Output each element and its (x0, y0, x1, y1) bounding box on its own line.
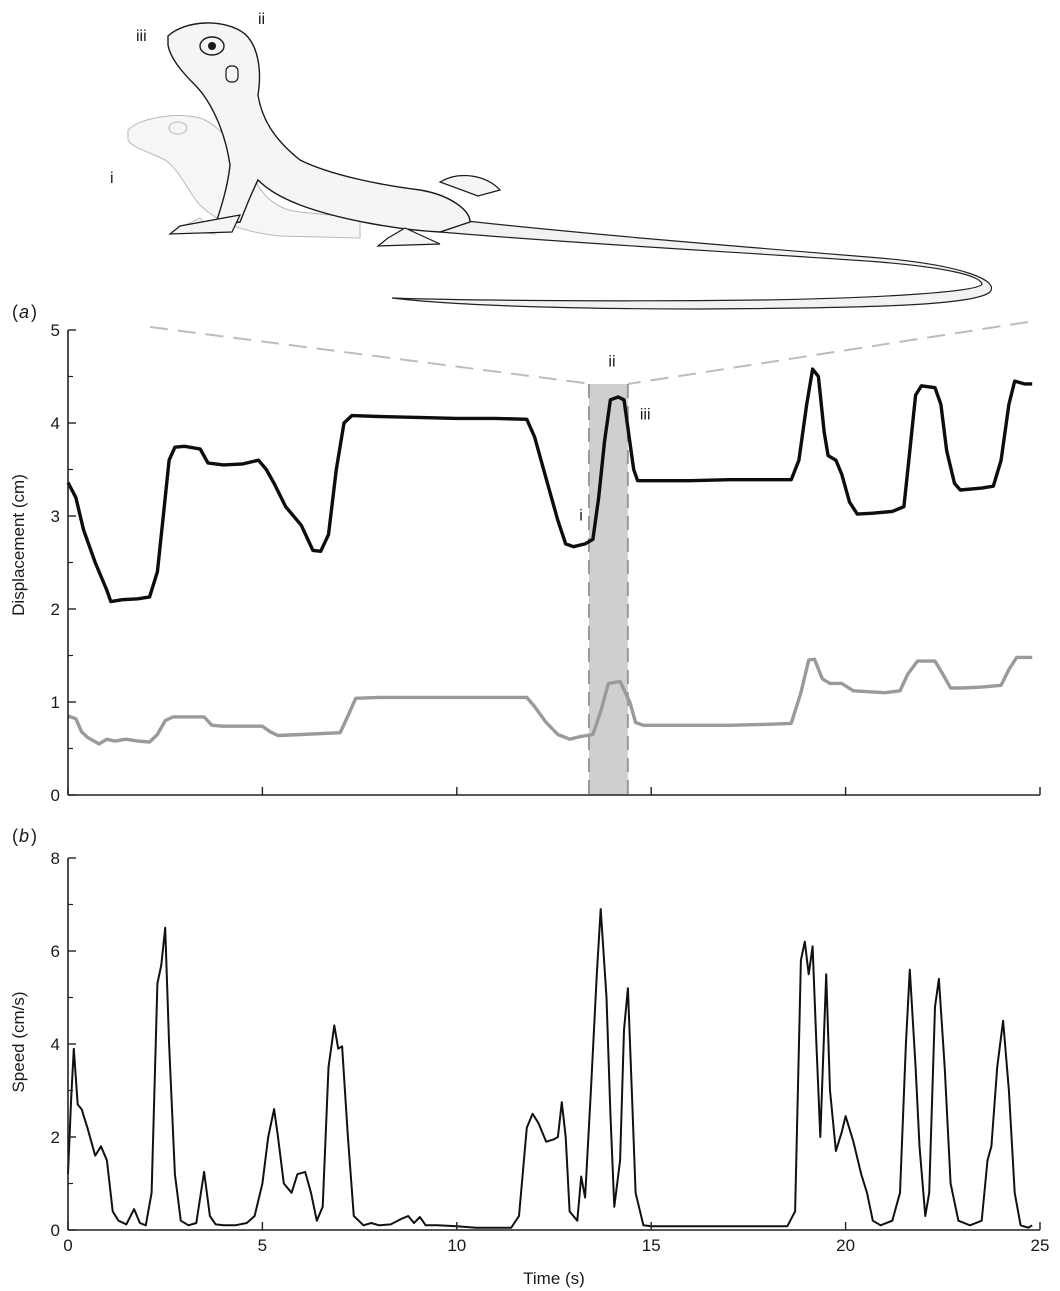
panel-a-y-axis-label: Displacement (cm) (9, 474, 28, 616)
panel-b-y-tick-label: 8 (51, 849, 60, 868)
lizard-illustration: iii ii i (110, 11, 993, 310)
panel-b-y-tick-label: 2 (51, 1128, 60, 1147)
panel-b-label-open: ( (12, 826, 18, 846)
lizard-label-ii: ii (258, 11, 265, 28)
panel-a-axes: 0 1 2 3 4 5 (51, 321, 1041, 805)
annotation-i: i (579, 508, 583, 525)
annotation-ii: ii (608, 354, 615, 371)
panel-b-y-axis-label: Speed (cm/s) (9, 991, 28, 1092)
panel-a-series (66, 367, 1033, 746)
lizard-tail (391, 217, 993, 310)
lizard-label-i: i (110, 170, 114, 187)
panel-b-series-line-0 (67, 908, 1033, 1229)
panel-a-y-tick-label: 1 (51, 693, 60, 712)
zoom-guide-right (627, 321, 1029, 385)
zoom-guide-lines (149, 321, 1029, 385)
annotation-iii: iii (640, 407, 651, 424)
panel-a-y-tick-label: 3 (51, 507, 60, 526)
panel-b-y-tick-label: 0 (51, 1221, 60, 1240)
panel-b-y-tick-label: 6 (51, 942, 60, 961)
panel-b-label-close: ) (31, 826, 37, 846)
panel-b-label-letter: b (19, 826, 29, 846)
panel-a-y-tick-label: 5 (51, 321, 60, 340)
panel-b-x-tick-label: 5 (258, 1236, 267, 1255)
panel-a-series-line-1 (67, 655, 1033, 746)
panel-b-axes: 0 2 4 6 8 0 5 10 15 20 25 (51, 849, 1050, 1255)
panel-a-y-tick-label: 2 (51, 600, 60, 619)
panel-a-y-tick-label: 0 (51, 786, 60, 805)
panel-b-label: ( b ) (12, 826, 37, 846)
panel-b-x-tick-label: 0 (63, 1236, 72, 1255)
zoom-guide-left (149, 326, 593, 385)
panel-a-label: ( a ) (12, 302, 37, 322)
lizard-label-iii: iii (136, 28, 147, 45)
panel-b-series (67, 908, 1033, 1229)
panel-b-x-tick-label: 10 (447, 1236, 466, 1255)
lizard-posture-iii (167, 22, 502, 247)
panel-b-y-tick-label: 4 (51, 1035, 60, 1054)
panel-b-x-axis-label: Time (s) (523, 1269, 585, 1288)
panel-a-y-tick-label: 4 (51, 414, 60, 433)
panel-a-series-line-0 (66, 367, 1033, 604)
panel-b-x-tick-label: 15 (642, 1236, 661, 1255)
panel-b: ( b ) 0 2 4 6 8 0 5 10 15 20 25 Speed (cm/s) Time … (9, 826, 1049, 1288)
panel-a-label-letter: a (19, 302, 29, 322)
panel-a-label-close: ) (31, 302, 37, 322)
panel-b-x-tick-label: 25 (1031, 1236, 1050, 1255)
panel-b-x-tick-label: 20 (836, 1236, 855, 1255)
panel-a-label-open: ( (12, 302, 18, 322)
